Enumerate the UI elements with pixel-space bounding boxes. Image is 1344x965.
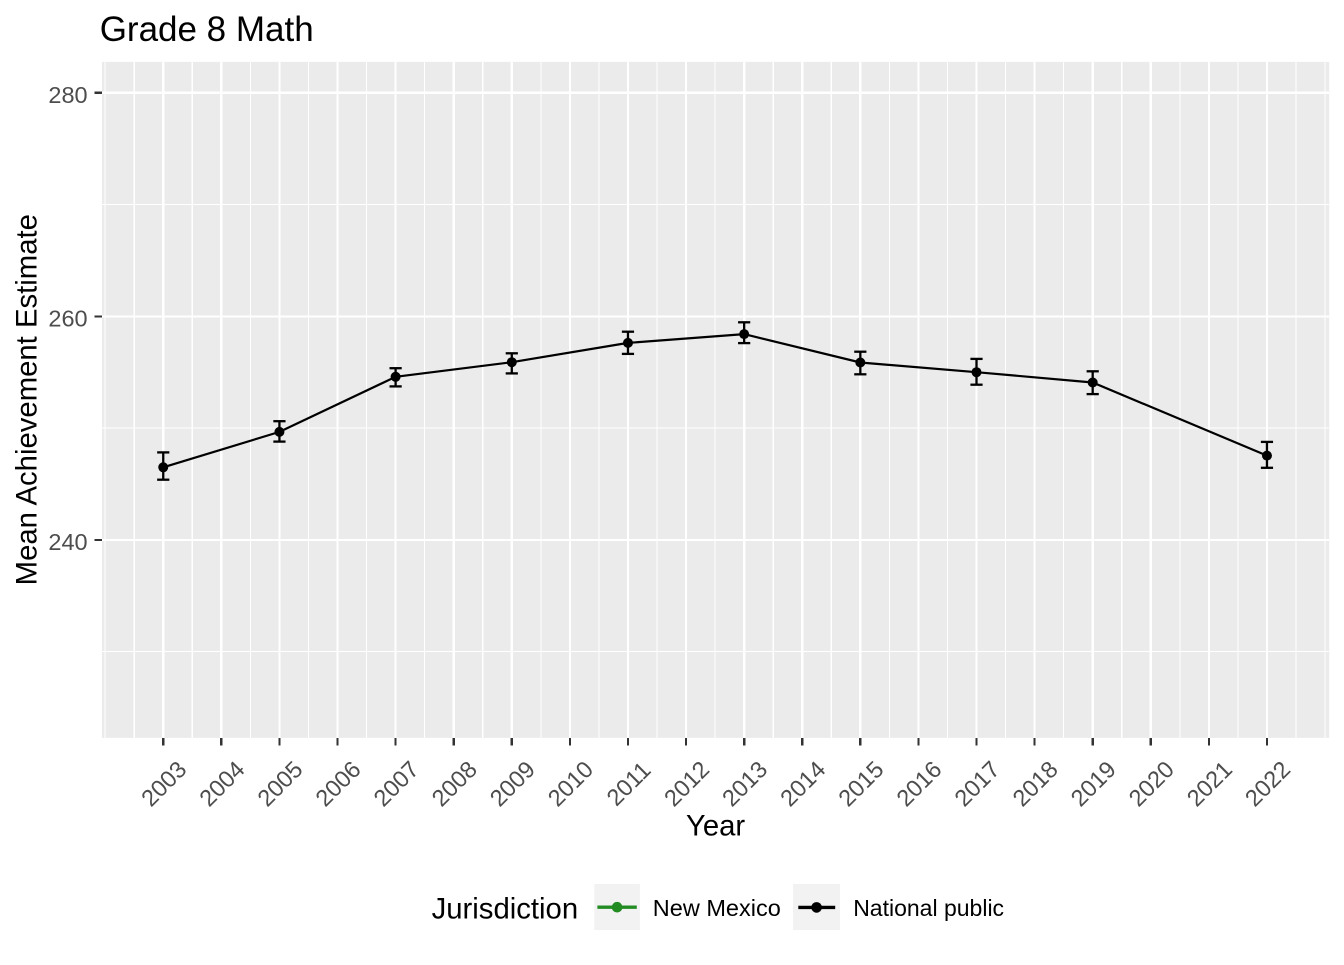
svg-text:240: 240 bbox=[48, 529, 87, 555]
svg-text:Grade 8 Math: Grade 8 Math bbox=[100, 10, 314, 49]
svg-text:280: 280 bbox=[48, 82, 87, 108]
svg-text:260: 260 bbox=[48, 306, 87, 332]
svg-text:New Mexico: New Mexico bbox=[653, 895, 781, 921]
svg-text:Year: Year bbox=[686, 810, 745, 843]
svg-text:Mean Achievement Estimate: Mean Achievement Estimate bbox=[11, 214, 44, 585]
svg-text:Jurisdiction: Jurisdiction bbox=[432, 892, 579, 925]
svg-text:National public: National public bbox=[853, 895, 1004, 921]
